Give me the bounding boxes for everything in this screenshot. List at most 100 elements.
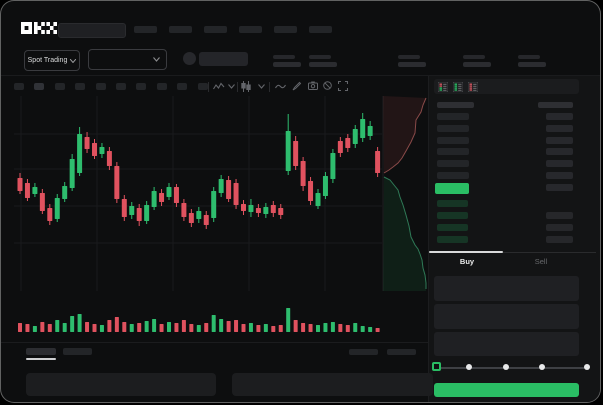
bottom-bar-control[interactable]: [349, 349, 378, 355]
nav-item-placeholder[interactable]: [169, 26, 192, 33]
candle-body: [54, 198, 60, 219]
bid-amount-bar[interactable]: [546, 212, 573, 219]
timeframe-button[interactable]: [75, 83, 86, 90]
volume-bar: [241, 324, 246, 332]
candle-body: [285, 131, 291, 171]
volume-bar: [107, 320, 112, 332]
timeframe-button[interactable]: [14, 83, 24, 90]
volume-bar: [256, 325, 261, 332]
wave-tool-icon[interactable]: [275, 83, 286, 90]
volume-bar: [174, 323, 179, 332]
volume-bar: [301, 323, 306, 332]
brush-tool-icon[interactable]: [292, 81, 302, 91]
market-stat-placeholder: [518, 55, 546, 67]
slider-stop-dot[interactable]: [466, 364, 472, 370]
tab-buy[interactable]: Buy: [459, 257, 475, 266]
bid-price-bar[interactable]: [437, 200, 468, 207]
market-type-dropdown[interactable]: Spot Trading: [24, 50, 80, 71]
bid-amount-bar[interactable]: [546, 236, 573, 243]
bid-price-bar[interactable]: [437, 212, 468, 219]
ask-price-bar[interactable]: [437, 160, 469, 167]
bid-price-bar[interactable]: [437, 236, 468, 243]
timeframe-button[interactable]: [136, 83, 147, 90]
ask-price-bar[interactable]: [437, 125, 469, 132]
trade-input-field[interactable]: [434, 276, 579, 301]
candle-body: [203, 215, 209, 225]
timeframe-button[interactable]: [156, 83, 167, 90]
ask-amount-bar[interactable]: [546, 113, 573, 120]
ask-amount-bar[interactable]: [546, 125, 573, 132]
nav-item-placeholder[interactable]: [274, 26, 297, 33]
amount-slider-handle[interactable]: [432, 362, 441, 371]
amount-bar: [546, 184, 573, 191]
nav-item-placeholder[interactable]: [204, 26, 227, 33]
indicators-icon[interactable]: [213, 82, 225, 91]
ask-amount-bar[interactable]: [546, 148, 573, 155]
pair-selector-dropdown[interactable]: [88, 49, 167, 70]
timeframe-button[interactable]: [197, 83, 208, 90]
volume-bar: [293, 320, 298, 332]
orderbook-header-price: [437, 102, 474, 108]
timeframe-button[interactable]: [95, 83, 106, 90]
amount-slider-track[interactable]: [437, 367, 589, 369]
stat-value-bar: [273, 62, 301, 67]
fullscreen-icon[interactable]: [338, 81, 348, 91]
chart-type-icon[interactable]: [241, 81, 251, 92]
volume-bar: [278, 325, 283, 332]
bid-price-bar[interactable]: [437, 224, 468, 231]
stat-label-bar: [398, 55, 420, 59]
candle-body: [255, 208, 261, 213]
okx-logo[interactable]: [21, 22, 57, 34]
candle-body: [270, 205, 276, 213]
candle-body: [159, 193, 165, 202]
volume-bar: [204, 323, 209, 332]
candle-body: [173, 187, 179, 203]
ask-amount-bar[interactable]: [546, 172, 573, 179]
orderbook-view-asks-icon[interactable]: [468, 81, 478, 92]
candle-body: [211, 191, 217, 218]
chevron-down-icon[interactable]: [228, 84, 235, 89]
tab-bar-border: [503, 252, 596, 253]
stat-value-bar: [398, 62, 426, 67]
timeframe-button[interactable]: [34, 83, 45, 90]
orderbook-view-split-icon[interactable]: [438, 81, 448, 92]
chevron-down-icon[interactable]: [258, 84, 265, 89]
ask-price-bar[interactable]: [437, 137, 469, 144]
buy-submit-button[interactable]: [434, 383, 579, 397]
trade-input-field[interactable]: [434, 332, 579, 356]
ask-price-bar[interactable]: [437, 172, 469, 179]
orderbook-last-price[interactable]: [435, 183, 469, 194]
bottom-bar-control[interactable]: [387, 349, 416, 355]
bid-amount-bar[interactable]: [546, 224, 573, 231]
camera-icon[interactable]: [308, 81, 318, 90]
candle-body: [92, 143, 97, 156]
bottom-tab[interactable]: [63, 348, 92, 355]
nav-item-placeholder[interactable]: [239, 26, 262, 33]
ask-amount-bar[interactable]: [546, 160, 573, 167]
nav-item-placeholder[interactable]: [134, 26, 157, 33]
orderbook-view-bids-icon[interactable]: [453, 81, 463, 92]
timeframe-button[interactable]: [115, 83, 126, 90]
bottom-tab-active[interactable]: [26, 348, 56, 355]
search-input[interactable]: [58, 23, 126, 38]
tab-sell[interactable]: Sell: [534, 257, 548, 266]
price-chart[interactable]: [1, 76, 429, 346]
ask-amount-bar[interactable]: [546, 137, 573, 144]
slider-stop-dot[interactable]: [584, 364, 590, 370]
disable-icon[interactable]: [323, 81, 332, 90]
ask-price-bar[interactable]: [437, 148, 469, 155]
candle-body: [322, 176, 328, 196]
trade-input-field[interactable]: [434, 304, 579, 329]
nav-item-placeholder[interactable]: [309, 26, 332, 33]
volume-bar: [62, 323, 67, 332]
slider-stop-dot[interactable]: [503, 364, 509, 370]
ask-price-bar[interactable]: [437, 113, 469, 120]
candle-body: [248, 205, 254, 212]
candle-body: [181, 203, 187, 217]
slider-stop-dot[interactable]: [539, 364, 545, 370]
market-stat-placeholder: [273, 55, 301, 67]
timeframe-button[interactable]: [177, 83, 188, 90]
divider: [1, 75, 600, 76]
timeframe-button[interactable]: [54, 83, 65, 90]
